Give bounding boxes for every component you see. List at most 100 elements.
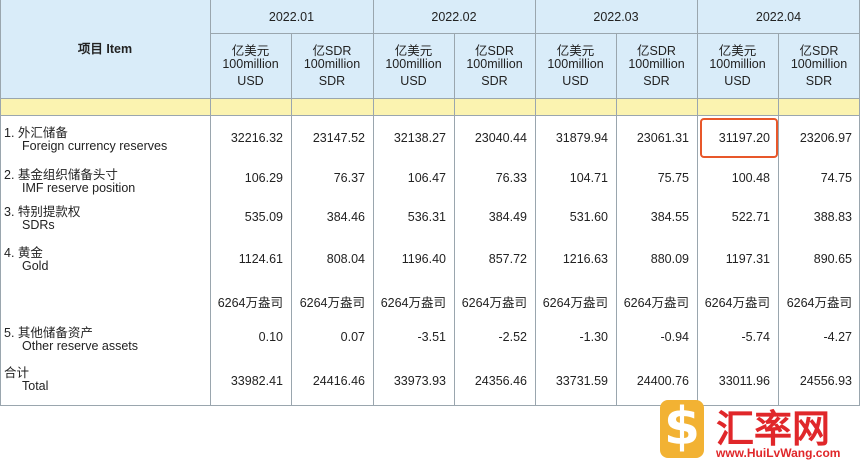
cell: 32216.32 <box>230 131 283 145</box>
cell: 890.65 <box>813 251 852 266</box>
period-header: 2022.02 <box>431 10 477 24</box>
rule <box>210 0 211 405</box>
logo-url: www.HuiLvWang.com <box>716 446 841 460</box>
cell: 6264万盎司 <box>704 295 770 310</box>
item-header: 项目 Item <box>77 42 133 56</box>
row-label: 1. 外汇储备 <box>4 126 68 140</box>
row-label: 4. 黄金 <box>4 246 43 260</box>
unit-header: 100million <box>385 57 442 71</box>
cell: 106.47 <box>407 170 446 185</box>
unit-header: 100million <box>790 57 848 71</box>
cell: 31197.20 <box>718 131 770 145</box>
row-label: 2. 基金组织储备头寸 <box>4 168 118 182</box>
unit-header: USD <box>237 74 264 88</box>
cell: -3.51 <box>417 330 447 344</box>
row-label: 合计 <box>4 366 30 380</box>
cell: 1124.61 <box>238 251 283 266</box>
rule <box>291 33 292 405</box>
cell: 6264万盎司 <box>217 295 283 310</box>
unit-header: SDR <box>481 74 508 88</box>
unit-header: 亿SDR <box>637 44 676 58</box>
cell: 522.71 <box>731 209 770 224</box>
period-header: 2022.04 <box>755 10 802 24</box>
cell: 1197.31 <box>725 251 770 266</box>
svg-text:$: $ <box>664 397 700 457</box>
unit-header: USD <box>724 74 751 88</box>
row-label: 3. 特别提款权 <box>4 205 81 219</box>
unit-header: 亿美元 <box>718 44 757 58</box>
rule <box>535 0 536 405</box>
cell: 0.07 <box>340 330 365 344</box>
cell: 6264万盎司 <box>623 295 689 310</box>
unit-header: 100million <box>222 57 279 71</box>
cell: 24556.93 <box>799 373 852 388</box>
row-label-en: Total <box>22 379 49 393</box>
unit-header: 亿美元 <box>394 44 433 58</box>
cell: 24356.46 <box>474 373 527 388</box>
logo-icon: $ <box>660 397 704 458</box>
unit-header: 100million <box>466 57 523 71</box>
cell: 384.46 <box>326 209 365 224</box>
unit-header: 100million <box>628 57 685 71</box>
unit-header: 亿SDR <box>475 44 514 58</box>
unit-header: 亿SDR <box>312 44 352 58</box>
cell: 33011.96 <box>718 373 770 388</box>
cell: 33973.93 <box>393 373 446 388</box>
rule <box>454 33 455 405</box>
cell: 0.10 <box>258 330 283 344</box>
cell: 808.04 <box>326 251 365 266</box>
cell: 6264万盎司 <box>380 295 446 310</box>
cell: 31879.94 <box>555 131 608 145</box>
cell: 23206.97 <box>799 131 852 145</box>
cell: 100.48 <box>731 170 770 185</box>
cell: 23147.52 <box>312 131 365 145</box>
cell: 33982.41 <box>230 373 283 388</box>
cell: 1216.63 <box>562 251 608 266</box>
cell: -0.94 <box>660 330 690 344</box>
cell: 6264万盎司 <box>542 295 608 310</box>
cell: -5.74 <box>741 330 771 344</box>
unit-header: 100million <box>709 57 766 71</box>
period-header: 2022.01 <box>268 10 315 24</box>
cell: 536.31 <box>407 209 446 224</box>
cell: 388.83 <box>813 209 852 224</box>
unit-header: SDR <box>805 74 833 88</box>
unit-header: SDR <box>318 74 346 88</box>
rule <box>0 115 860 116</box>
cell: 104.71 <box>569 170 608 185</box>
cell: 24400.76 <box>636 373 689 388</box>
rule <box>373 0 374 405</box>
cell: 880.09 <box>650 251 689 266</box>
header-bg <box>0 0 860 98</box>
cell: -1.30 <box>579 330 609 344</box>
cell: 384.49 <box>488 209 527 224</box>
cell: 76.33 <box>495 170 527 185</box>
cell: 857.72 <box>488 251 527 266</box>
unit-header: SDR <box>643 74 670 88</box>
header-spacer <box>0 98 860 115</box>
cell: 6264万盎司 <box>786 295 852 310</box>
cell: 24416.46 <box>312 373 365 388</box>
cell: 384.55 <box>650 209 689 224</box>
highlight-box <box>700 118 778 158</box>
cell: 23061.31 <box>636 131 689 145</box>
cell: 23040.44 <box>474 131 527 145</box>
unit-header: 亿SDR <box>799 44 839 58</box>
row-label-en: SDRs <box>22 218 55 232</box>
cell: -2.52 <box>498 330 528 344</box>
row-label-en: Foreign currency reserves <box>22 139 168 153</box>
row-label-en: IMF reserve position <box>22 181 136 195</box>
cell: 535.09 <box>244 209 283 224</box>
cell: 1196.40 <box>401 251 446 266</box>
unit-header: 亿美元 <box>556 44 595 58</box>
cell: 74.75 <box>820 170 852 185</box>
cell: 33731.59 <box>555 373 608 388</box>
cell: -4.27 <box>823 330 853 344</box>
unit-header: 亿美元 <box>231 44 270 58</box>
cell: 32138.27 <box>393 131 446 145</box>
unit-header: USD <box>400 74 427 88</box>
row-label-en: Other reserve assets <box>22 339 139 353</box>
period-header: 2022.03 <box>593 10 639 24</box>
cell: 76.37 <box>333 170 365 185</box>
cell: 75.75 <box>657 170 689 185</box>
